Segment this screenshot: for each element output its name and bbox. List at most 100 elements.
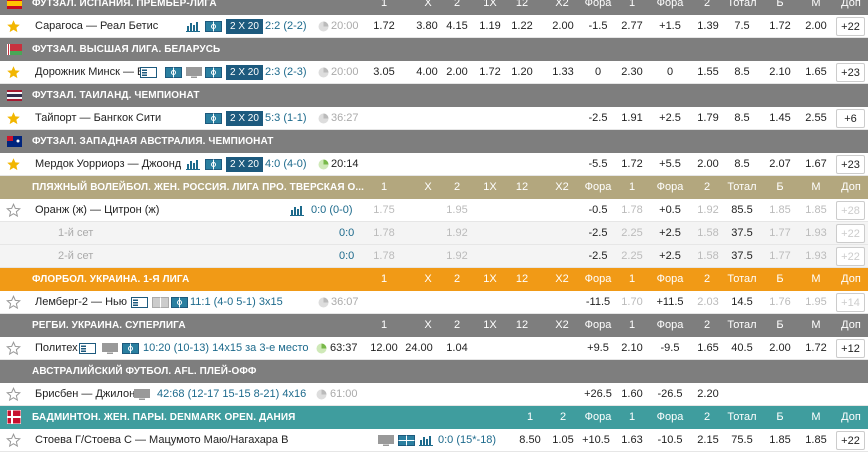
group-header-west-australia[interactable]: ФУТЗАЛ. ЗАПАДНАЯ АВСТРАЛИЯ. ЧЕМПИОНАТ [0, 130, 868, 153]
odds-cell[interactable]: 2.10 [621, 342, 643, 354]
star-icon[interactable] [6, 203, 21, 218]
event-name[interactable]: Тайпорт — Бангкок Сити [35, 112, 162, 124]
event-row[interactable]: Мердок Уорриорз — Джоонд 2 X 20 4:0 (4-0… [0, 153, 868, 176]
group-header-spain[interactable]: ФУТЗАЛ. ИСПАНИЯ. ПРЕМЬЕР-ЛИГА 1 X 2 1X 1… [0, 0, 868, 15]
odds-cell[interactable]: 1.33 [552, 66, 574, 78]
odds-cell[interactable]: 24.00 [405, 342, 433, 354]
star-icon[interactable] [6, 295, 21, 310]
odds-cell[interactable]: 2.00 [769, 342, 791, 354]
field-icon[interactable] [131, 297, 148, 308]
stats-icon[interactable] [186, 159, 200, 170]
odds-cell[interactable]: 2.00 [446, 66, 468, 78]
odds-cell[interactable]: 1.55 [697, 66, 719, 78]
odds-cell[interactable]: 1.93 [805, 227, 827, 239]
event-row[interactable]: Лемберг-2 — Нью 11:1 (4-0 5-1) 3x15 36:0… [0, 291, 868, 314]
event-row[interactable]: Сарагоса — Реал Бетис 2 X 20 2:2 (2-2) 2… [0, 15, 868, 38]
field-icon[interactable] [122, 343, 139, 354]
field-icon[interactable] [205, 159, 222, 170]
stats-icon[interactable] [290, 205, 304, 216]
star-icon[interactable] [6, 19, 21, 34]
tv-icon[interactable] [102, 343, 118, 354]
odds-cell[interactable]: 1.58 [697, 250, 719, 262]
star-icon[interactable] [6, 341, 21, 356]
odds-cell[interactable]: 1.75 [373, 204, 395, 216]
star-icon[interactable] [6, 157, 21, 172]
event-row-set[interactable]: 2-й сет 0:0 1.78 1.92 -2.5 2.25 +2.5 1.5… [0, 245, 868, 268]
event-name[interactable]: Лемберг-2 — Нью [35, 296, 128, 308]
event-row[interactable]: Политех 10:20 (10-13) 14x15 за 3-е место… [0, 337, 868, 360]
odds-cell[interactable]: 1.85 [769, 204, 791, 216]
stats-icon[interactable] [419, 435, 433, 446]
tv-icon[interactable] [378, 435, 394, 446]
odds-cell[interactable]: 1.39 [697, 20, 719, 32]
odds-cell[interactable]: 1.45 [769, 112, 791, 124]
odds-cell[interactable]: 1.65 [697, 342, 719, 354]
odds-cell[interactable]: 1.93 [805, 250, 827, 262]
field-icon[interactable] [165, 67, 182, 78]
field-icon[interactable] [140, 67, 157, 78]
odds-cell[interactable]: 1.63 [621, 434, 643, 446]
odds-cell[interactable]: 1.19 [479, 20, 501, 32]
odds-cell[interactable]: 1.78 [373, 250, 395, 262]
odds-cell[interactable]: 2.55 [805, 112, 827, 124]
more-bets-button[interactable]: +12 [836, 339, 865, 358]
field-icon[interactable] [205, 113, 222, 124]
odds-cell[interactable]: 1.92 [446, 227, 468, 239]
odds-cell[interactable]: 1.60 [621, 388, 643, 400]
field-icon[interactable] [398, 435, 415, 446]
odds-cell[interactable]: 3.80 [416, 20, 438, 32]
more-bets-button[interactable]: +22 [836, 17, 865, 36]
odds-cell[interactable]: 1.05 [552, 434, 574, 446]
event-name[interactable]: Политех [35, 342, 78, 354]
odds-cell[interactable]: 2.77 [621, 20, 643, 32]
event-row[interactable]: Тайпорт — Бангкок Сити 2 X 20 5:3 (1-1) … [0, 107, 868, 130]
odds-cell[interactable]: 1.70 [621, 296, 643, 308]
odds-cell[interactable]: 1.20 [511, 66, 533, 78]
odds-cell[interactable]: 1.85 [805, 434, 827, 446]
event-name[interactable]: Дорожник Минск — Б [35, 66, 145, 78]
event-name[interactable]: Стоева Г/Стоева С — Мацумото Маю/Нагахар… [35, 434, 289, 446]
field-icon[interactable] [205, 21, 222, 32]
odds-cell[interactable]: 4.15 [446, 20, 468, 32]
odds-cell[interactable]: 2.00 [805, 20, 827, 32]
tv-icon[interactable] [186, 67, 202, 78]
odds-cell[interactable]: 4.00 [416, 66, 438, 78]
odds-cell[interactable]: 2.00 [697, 158, 719, 170]
field-icon[interactable] [205, 67, 222, 78]
odds-cell[interactable]: 1.85 [805, 204, 827, 216]
group-header-badminton[interactable]: БАДМИНТОН. ЖЕН. ПАРЫ. DENMARK OPEN. ДАНИ… [0, 406, 868, 429]
event-name[interactable]: Мердок Уорриорз — Джоонд [35, 158, 182, 170]
field-icon[interactable] [152, 297, 169, 308]
star-icon[interactable] [6, 65, 21, 80]
odds-cell[interactable]: 1.78 [373, 227, 395, 239]
odds-cell[interactable]: 1.72 [621, 158, 643, 170]
odds-cell[interactable]: 1.77 [769, 227, 791, 239]
star-icon[interactable] [6, 433, 21, 448]
odds-cell[interactable]: 8.50 [519, 434, 541, 446]
field-icon[interactable] [171, 297, 188, 308]
more-bets-button[interactable]: +28 [836, 201, 865, 220]
more-bets-button[interactable]: +6 [836, 109, 865, 128]
odds-cell[interactable]: 2.20 [697, 388, 719, 400]
event-name[interactable]: Брисбен — Джилон [35, 388, 136, 400]
event-row[interactable]: Брисбен — Джилон 42:68 (12-17 15-15 8-21… [0, 383, 868, 406]
odds-cell[interactable]: 1.72 [769, 20, 791, 32]
odds-cell[interactable]: 1.79 [697, 112, 719, 124]
odds-cell[interactable]: 2.30 [621, 66, 643, 78]
odds-cell[interactable]: 2.07 [769, 158, 791, 170]
odds-cell[interactable]: 1.77 [769, 250, 791, 262]
odds-cell[interactable]: 2.25 [621, 250, 643, 262]
more-bets-button[interactable]: +23 [836, 63, 865, 82]
field-icon[interactable] [79, 343, 96, 354]
event-name[interactable]: Сарагоса — Реал Бетис [35, 20, 159, 32]
event-row[interactable]: Стоева Г/Стоева С — Мацумото Маю/Нагахар… [0, 429, 868, 452]
star-icon[interactable] [6, 387, 21, 402]
odds-cell[interactable]: 1.67 [805, 158, 827, 170]
group-header-beach-volleyball[interactable]: ПЛЯЖНЫЙ ВОЛЕЙБОЛ. ЖЕН. РОССИЯ. ЛИГА ПРО.… [0, 176, 868, 199]
odds-cell[interactable]: 1.76 [769, 296, 791, 308]
odds-cell[interactable]: 1.92 [697, 204, 719, 216]
group-header-floorball[interactable]: ФЛОРБОЛ. УКРАИНА. 1-Я ЛИГА 1 X 2 1X 12 X… [0, 268, 868, 291]
odds-cell[interactable]: 1.58 [697, 227, 719, 239]
more-bets-button[interactable]: +14 [836, 293, 865, 312]
event-name[interactable]: Оранж (ж) — Цитрон (ж) [35, 204, 160, 216]
